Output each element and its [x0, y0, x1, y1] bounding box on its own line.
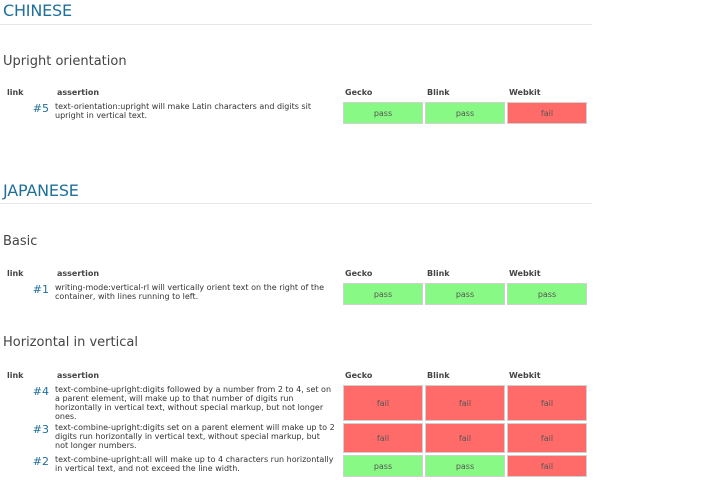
test-link[interactable]: #5: [32, 102, 49, 115]
result-blink: fail: [425, 385, 505, 421]
results-table-upright-orientation: link assertion Gecko Blink Webkit #5 tex…: [3, 84, 589, 126]
table-row: #1 writing-mode:vertical-rl will vertica…: [5, 283, 587, 305]
assertion-text: text-combine-upright:digits set on a par…: [55, 423, 335, 450]
result-webkit: fail: [507, 385, 587, 421]
subsection-title-basic: Basic: [3, 234, 38, 249]
column-header-link: link: [7, 269, 24, 278]
result-webkit: fail: [507, 423, 587, 453]
result-blink: fail: [425, 423, 505, 453]
subsection-title-upright-orientation: Upright orientation: [3, 54, 127, 69]
test-link[interactable]: #1: [32, 283, 49, 296]
result-blink: pass: [425, 455, 505, 477]
table-row: #5 text-orientation:upright will make La…: [5, 102, 587, 124]
result-webkit: fail: [507, 102, 587, 124]
section-title-japanese: JAPANESE: [3, 181, 79, 200]
result-gecko: pass: [343, 102, 423, 124]
section-divider: [0, 24, 592, 25]
column-header-gecko: Gecko: [345, 269, 373, 278]
table-header-row: link assertion Gecko Blink Webkit: [5, 369, 587, 383]
column-header-gecko: Gecko: [345, 371, 373, 380]
section-title-chinese: CHINESE: [3, 1, 72, 20]
subsection-title-horizontal-in-vertical: Horizontal in vertical: [3, 335, 138, 350]
assertion-text: text-combine-upright:digits followed by …: [55, 385, 332, 421]
test-link[interactable]: #3: [32, 423, 49, 436]
column-header-webkit: Webkit: [509, 88, 541, 97]
results-table-horizontal-in-vertical: link assertion Gecko Blink Webkit #4 tex…: [3, 367, 589, 479]
result-webkit: pass: [507, 283, 587, 305]
table-header-row: link assertion Gecko Blink Webkit: [5, 86, 587, 100]
column-header-gecko: Gecko: [345, 88, 373, 97]
column-header-assertion: assertion: [57, 269, 100, 278]
test-link[interactable]: #2: [32, 455, 49, 468]
column-header-blink: Blink: [427, 269, 450, 278]
table-row: #2 text-combine-upright:all will make up…: [5, 455, 587, 477]
assertion-text: text-orientation:upright will make Latin…: [55, 102, 311, 120]
test-link[interactable]: #4: [32, 385, 49, 398]
assertion-text: writing-mode:vertical-rl will vertically…: [55, 283, 324, 301]
results-table-basic: link assertion Gecko Blink Webkit #1 wri…: [3, 265, 589, 307]
result-gecko: fail: [343, 423, 423, 453]
column-header-assertion: assertion: [57, 88, 100, 97]
result-blink: pass: [425, 102, 505, 124]
table-row: #3 text-combine-upright:digits set on a …: [5, 423, 587, 453]
table-row: #4 text-combine-upright:digits followed …: [5, 385, 587, 421]
table-header-row: link assertion Gecko Blink Webkit: [5, 267, 587, 281]
column-header-blink: Blink: [427, 88, 450, 97]
column-header-assertion: assertion: [57, 371, 100, 380]
assertion-text: text-combine-upright:all will make up to…: [55, 455, 334, 473]
result-gecko: pass: [343, 283, 423, 305]
result-gecko: pass: [343, 455, 423, 477]
result-blink: pass: [425, 283, 505, 305]
result-gecko: fail: [343, 385, 423, 421]
section-divider: [0, 203, 592, 204]
result-webkit: fail: [507, 455, 587, 477]
column-header-webkit: Webkit: [509, 269, 541, 278]
column-header-webkit: Webkit: [509, 371, 541, 380]
column-header-link: link: [7, 88, 24, 97]
column-header-link: link: [7, 371, 24, 380]
column-header-blink: Blink: [427, 371, 450, 380]
